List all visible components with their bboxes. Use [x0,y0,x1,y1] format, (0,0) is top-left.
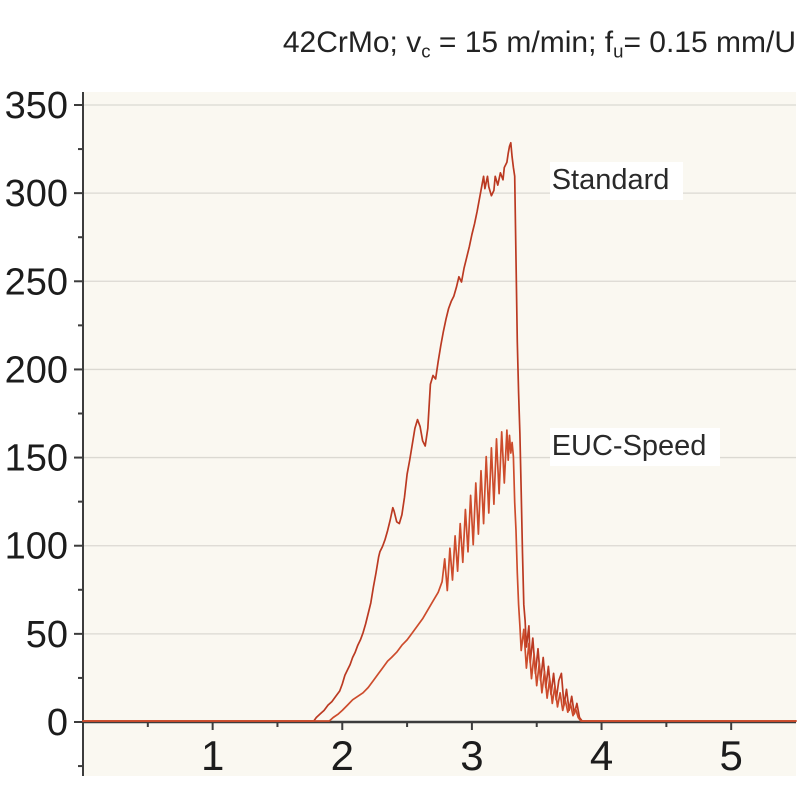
title-subscript: u [613,40,624,62]
y-tick-label: 100 [5,526,68,568]
x-tick-label: 5 [720,732,743,779]
series-label-euc-speed: EUC-Speed [549,427,721,466]
x-axis: 1 2 3 4 5 [83,720,796,779]
title-text: 42CrMo; v [282,26,422,59]
title-subscript: c [421,40,431,62]
y-tick-label: 150 [5,438,68,480]
series-line-euc-speed [82,429,797,722]
y-tick-label: 50 [26,614,68,656]
x-tick-label: 4 [590,732,613,779]
chart-title: 42CrMo; vc = 15 m/min; fu= 0.15 mm/U [283,26,796,63]
series-curves [82,141,797,722]
title-text: = 15 m/min; f [430,26,614,59]
y-tick-label: 350 [5,85,68,127]
gridlines [83,104,796,635]
y-tick-label: 0 [47,702,68,744]
x-tick-label: 1 [201,732,224,779]
y-axis: 0 50 100 150 200 250 300 350 [5,85,84,776]
series-label-standard: Standard [549,161,684,200]
title-text: = 0.15 mm/U [623,26,796,59]
y-tick-label: 200 [5,349,68,391]
y-tick-label: 250 [5,261,68,303]
x-tick-label: 3 [460,732,483,779]
y-tick-label: 300 [5,173,68,215]
x-tick-label: 2 [331,732,354,779]
